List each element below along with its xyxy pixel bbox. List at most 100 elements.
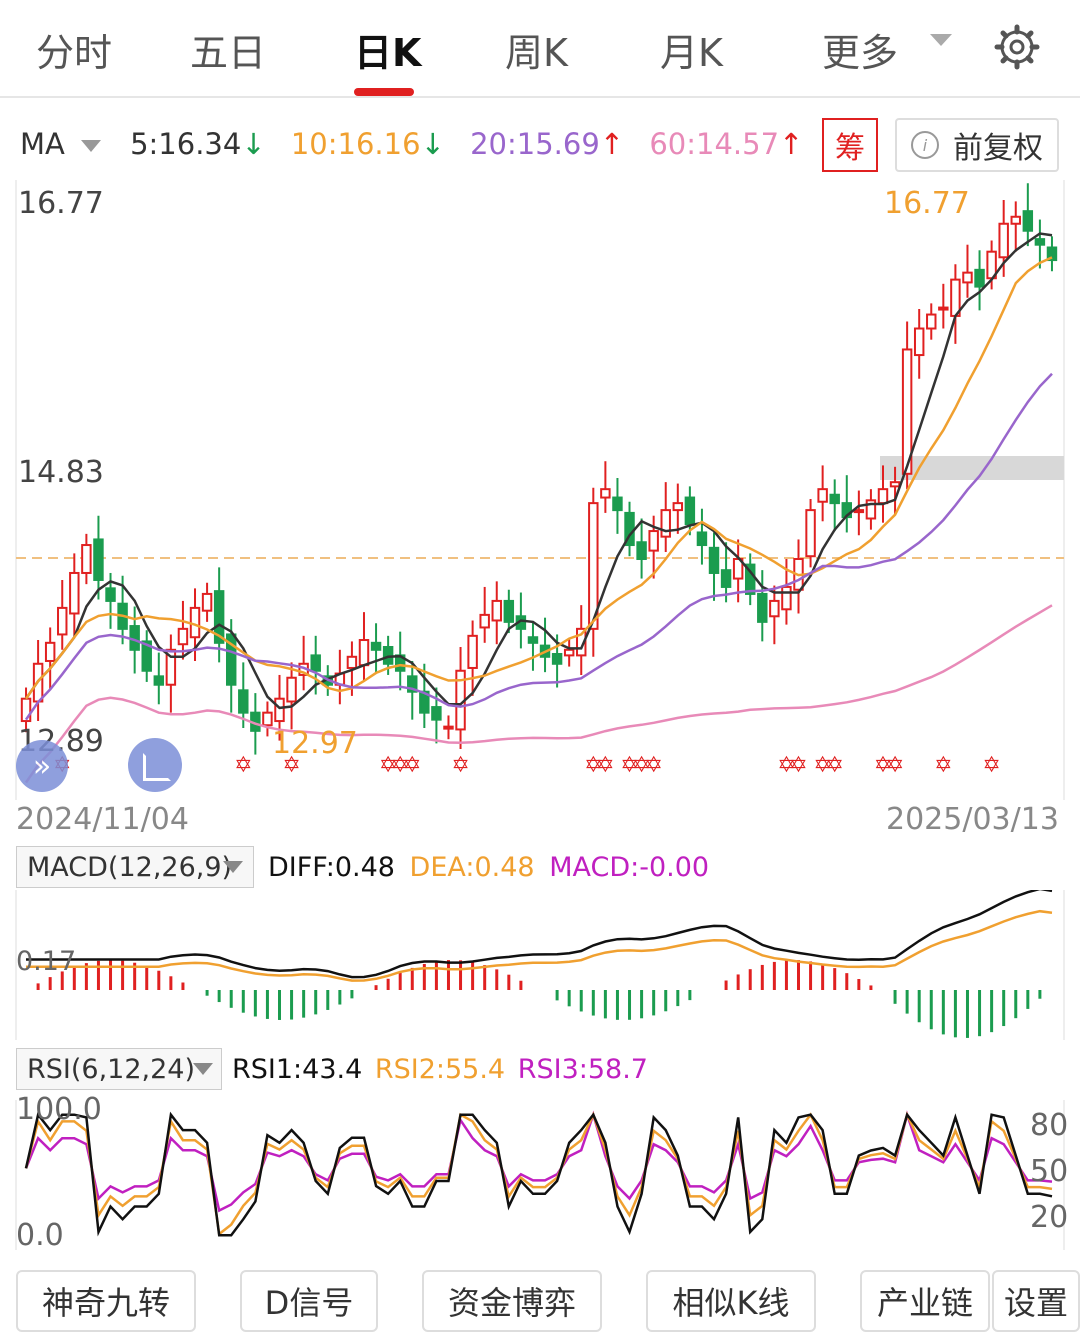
high-price-annotation: 16.77 <box>884 186 970 221</box>
ma-label[interactable]: MA <box>20 127 65 161</box>
tab-daily-k[interactable]: 日K <box>354 31 422 75</box>
candle-body <box>141 640 152 672</box>
signal-star-marker: ✡ <box>584 753 602 778</box>
more-dropdown-icon[interactable] <box>930 34 952 46</box>
candle-body <box>286 676 297 703</box>
rsi-level-20: 20 <box>1030 1200 1069 1235</box>
macd-value: MACD:-0.00 <box>549 852 710 883</box>
rsi1-value: RSI1:43.4 <box>232 1054 363 1085</box>
signal-star-marker: ✡ <box>789 753 807 778</box>
rsi-axis-bottom: 0.0 <box>16 1218 64 1253</box>
signal-star-marker: ✡ <box>982 753 1000 778</box>
ma5-line <box>24 232 1053 710</box>
diff-line <box>26 890 1053 979</box>
capital-game-button[interactable]: 资金博弈 <box>422 1270 602 1332</box>
tab-intraday[interactable]: 分时 <box>36 31 113 75</box>
macd-chart[interactable] <box>0 890 1080 1040</box>
candle-body <box>877 488 889 505</box>
divider <box>0 96 1080 98</box>
ma-dropdown-icon[interactable] <box>80 140 101 152</box>
candle-body <box>370 641 382 651</box>
candle-body <box>769 599 780 618</box>
tab-five-day[interactable]: 五日 <box>190 31 267 75</box>
candle-body <box>551 652 563 665</box>
candlestick-chart[interactable]: ✡✡✡✡✡✡✡✡✡✡✡✡✡✡✡✡✡✡✡✡ <box>0 180 1080 800</box>
rsi-axis-top: 100.0 <box>16 1092 102 1127</box>
ma-legend: MA 5:16.34↓ 10:16.16↓ 20:15.69↑ 60:14.57… <box>20 127 819 161</box>
price-axis-mid: 14.83 <box>18 455 104 490</box>
candle-body <box>407 675 418 693</box>
signal-star-marker: ✡ <box>596 753 614 778</box>
candle-body <box>829 493 840 505</box>
tab-monthly-k[interactable]: 月K <box>660 31 723 75</box>
macd-selector-label: MACD(12,26,9) <box>27 851 233 883</box>
candle-body <box>274 697 285 723</box>
settings-gear-icon[interactable] <box>994 24 1040 70</box>
candle-body <box>913 327 925 357</box>
candle-body <box>382 646 394 665</box>
chip-distribution-button[interactable]: 筹 <box>822 118 878 172</box>
rsi-dropdown-icon[interactable] <box>193 1063 213 1075</box>
ma5-value: 5:16.34↓ <box>130 127 266 161</box>
ma60-value: 60:14.57↑ <box>649 127 804 161</box>
dea-line <box>26 909 1053 982</box>
candle-body <box>81 544 92 574</box>
candle-body <box>503 599 515 623</box>
candle-body <box>479 613 490 629</box>
signal-star-marker: ✡ <box>632 753 650 778</box>
candle-body <box>69 571 80 615</box>
signal-star-marker: ✡ <box>644 753 662 778</box>
candle-body <box>57 606 68 636</box>
info-icon: i <box>911 131 939 159</box>
adjust-mode-button[interactable]: i 前复权 <box>895 118 1059 172</box>
candle-body <box>576 627 587 657</box>
candle-body <box>612 496 623 512</box>
tab-weekly-k[interactable]: 周K <box>505 31 568 75</box>
signal-star-marker: ✡ <box>620 753 638 778</box>
adjust-mode-label: 前复权 <box>953 131 1043 166</box>
industry-chain-button[interactable]: 产业链 <box>860 1270 990 1332</box>
candle-body <box>998 222 1009 259</box>
macd-selector[interactable]: MACD(12,26,9) <box>16 846 254 888</box>
rsi2-value: RSI2:55.4 <box>374 1054 506 1085</box>
candle-body <box>431 706 442 721</box>
start-date: 2024/11/04 <box>16 802 189 837</box>
candle-body <box>177 627 189 646</box>
rsi-values: RSI1:43.4 RSI2:55.4 RSI3:58.7 <box>232 1054 648 1085</box>
signal-star-marker: ✡ <box>379 753 397 778</box>
low-price-annotation: 12.97 <box>272 726 358 761</box>
candle-body <box>781 585 792 611</box>
candle-body <box>684 496 696 526</box>
candle-body <box>660 509 671 538</box>
tab-more[interactable]: 更多 <box>822 31 899 75</box>
candle-body <box>238 689 249 714</box>
candle-body <box>672 502 684 512</box>
candle-body <box>225 633 237 686</box>
candle-body <box>1034 238 1046 246</box>
fullscreen-icon[interactable] <box>128 738 182 792</box>
signal-star-marker: ✡ <box>451 753 469 778</box>
candle-body <box>165 648 177 686</box>
price-axis-top: 16.77 <box>18 186 104 221</box>
settings-button[interactable]: 设置 <box>992 1270 1080 1332</box>
macd-dropdown-icon[interactable] <box>223 861 243 873</box>
rsi-selector[interactable]: RSI(6,12,24) <box>16 1048 222 1090</box>
signal-star-marker: ✡ <box>813 753 831 778</box>
candle-body <box>201 592 213 612</box>
signal-star-marker: ✡ <box>234 753 252 778</box>
d-signal-button[interactable]: D信号 <box>240 1270 378 1332</box>
candle-body <box>93 538 104 581</box>
candle-body <box>636 541 647 561</box>
candle-body <box>467 634 478 669</box>
candle-body <box>491 599 502 622</box>
rsi-level-50: 50 <box>1030 1154 1069 1189</box>
expand-double-chevron-icon[interactable]: » <box>16 740 68 792</box>
candle-body <box>744 563 756 595</box>
candle-body <box>708 546 720 574</box>
rsi-chart[interactable] <box>0 1100 1080 1250</box>
rsi3-value: RSI3:58.7 <box>517 1054 648 1085</box>
magic-nine-button[interactable]: 神奇九转 <box>16 1270 196 1332</box>
candle-body <box>757 592 768 623</box>
similar-k-button[interactable]: 相似K线 <box>646 1270 816 1332</box>
candle-body <box>1010 215 1021 225</box>
